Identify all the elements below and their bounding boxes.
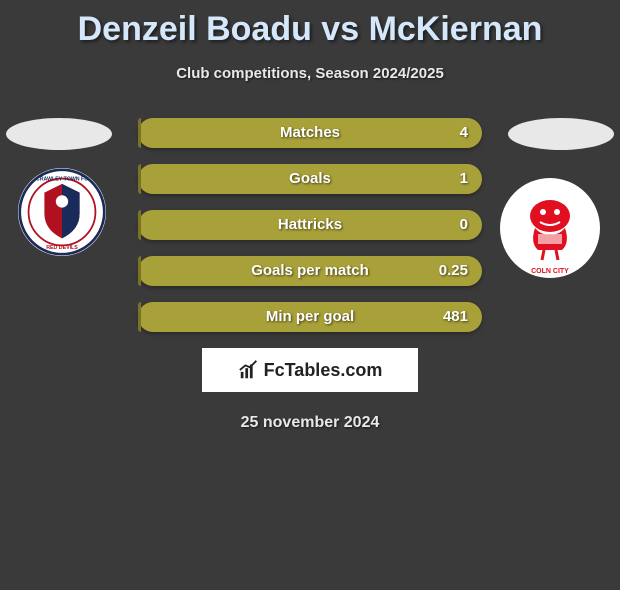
svg-text:CRAWLEY TOWN FC: CRAWLEY TOWN FC xyxy=(36,176,88,182)
date-text: 25 november 2024 xyxy=(0,414,620,432)
stats-list: Matches 4 Goals 1 Hattricks 0 Goals per … xyxy=(138,118,482,332)
svg-text:RED DEVILS: RED DEVILS xyxy=(46,245,78,251)
stat-row-goals-per-match: Goals per match 0.25 xyxy=(138,256,482,286)
player-left-oval xyxy=(6,118,112,150)
stat-label: Hattricks xyxy=(138,210,482,240)
stat-row-goals: Goals 1 xyxy=(138,164,482,194)
stat-label: Goals xyxy=(138,164,482,194)
crawley-town-badge-icon: CRAWLEY TOWN FC RED DEVILS xyxy=(18,168,106,256)
stat-value: 0 xyxy=(460,210,468,240)
stat-value: 1 xyxy=(460,164,468,194)
lincoln-city-badge-icon: COLN CITY xyxy=(500,178,600,278)
svg-text:COLN CITY: COLN CITY xyxy=(531,268,569,275)
stat-label: Goals per match xyxy=(138,256,482,286)
stat-label: Min per goal xyxy=(138,302,482,332)
stat-row-matches: Matches 4 xyxy=(138,118,482,148)
subtitle: Club competitions, Season 2024/2025 xyxy=(0,65,620,82)
stat-label: Matches xyxy=(138,118,482,148)
content-area: CRAWLEY TOWN FC RED DEVILS COLN CITY Mat… xyxy=(0,118,620,432)
chart-icon xyxy=(238,359,260,381)
player-right-oval xyxy=(508,118,614,150)
club-badge-right: COLN CITY xyxy=(500,178,600,278)
stat-value: 481 xyxy=(443,302,468,332)
stat-value: 4 xyxy=(460,118,468,148)
club-badge-left: CRAWLEY TOWN FC RED DEVILS xyxy=(18,168,106,256)
page-title: Denzeil Boadu vs McKiernan xyxy=(0,10,620,49)
brand-box[interactable]: FcTables.com xyxy=(202,348,418,392)
stat-value: 0.25 xyxy=(439,256,468,286)
brand-text: FcTables.com xyxy=(264,360,383,381)
stat-row-min-per-goal: Min per goal 481 xyxy=(138,302,482,332)
stat-row-hattricks: Hattricks 0 xyxy=(138,210,482,240)
